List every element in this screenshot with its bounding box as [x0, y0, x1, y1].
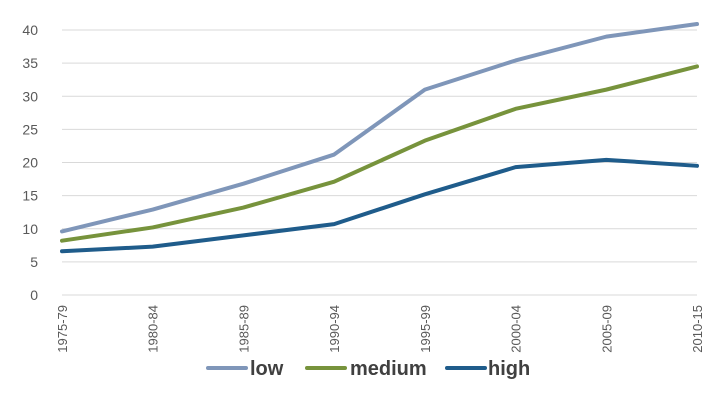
legend-label-medium: medium [350, 358, 427, 380]
y-tick-label: 5 [30, 254, 38, 270]
x-tick-label: 1985-89 [236, 305, 251, 353]
x-tick-label: 2000-04 [509, 305, 524, 353]
series-line-medium [60, 64, 699, 243]
x-axis-ticks: 1975-79 1980-84 1985-89 1990-94 1995-99 2000-… [55, 305, 705, 353]
y-tick-label: 0 [30, 287, 38, 303]
x-tick-label: 1975-79 [55, 305, 70, 353]
y-tick-label: 15 [22, 188, 38, 204]
y-tick-label: 20 [22, 155, 38, 171]
legend-label-low: low [250, 358, 284, 380]
y-tick-label: 35 [22, 55, 38, 71]
y-tick-label: 10 [22, 221, 38, 237]
y-tick-label: 40 [22, 22, 38, 38]
legend-label-high: high [488, 358, 530, 380]
series-lines [60, 22, 699, 254]
y-tick-label: 25 [22, 121, 38, 137]
y-tick-label: 30 [22, 88, 38, 104]
x-tick-label: 2005-09 [599, 305, 614, 353]
series-line-low [60, 22, 699, 234]
x-tick-label: 1980-84 [146, 305, 161, 353]
y-axis-ticks: 0 5 10 15 20 25 30 35 40 [22, 22, 38, 303]
series-line-high [60, 157, 699, 254]
x-tick-label: 2010-15 [690, 305, 705, 353]
x-tick-label: 1990-94 [327, 305, 342, 353]
legend: low medium high [206, 358, 530, 380]
x-tick-label: 1995-99 [418, 305, 433, 353]
